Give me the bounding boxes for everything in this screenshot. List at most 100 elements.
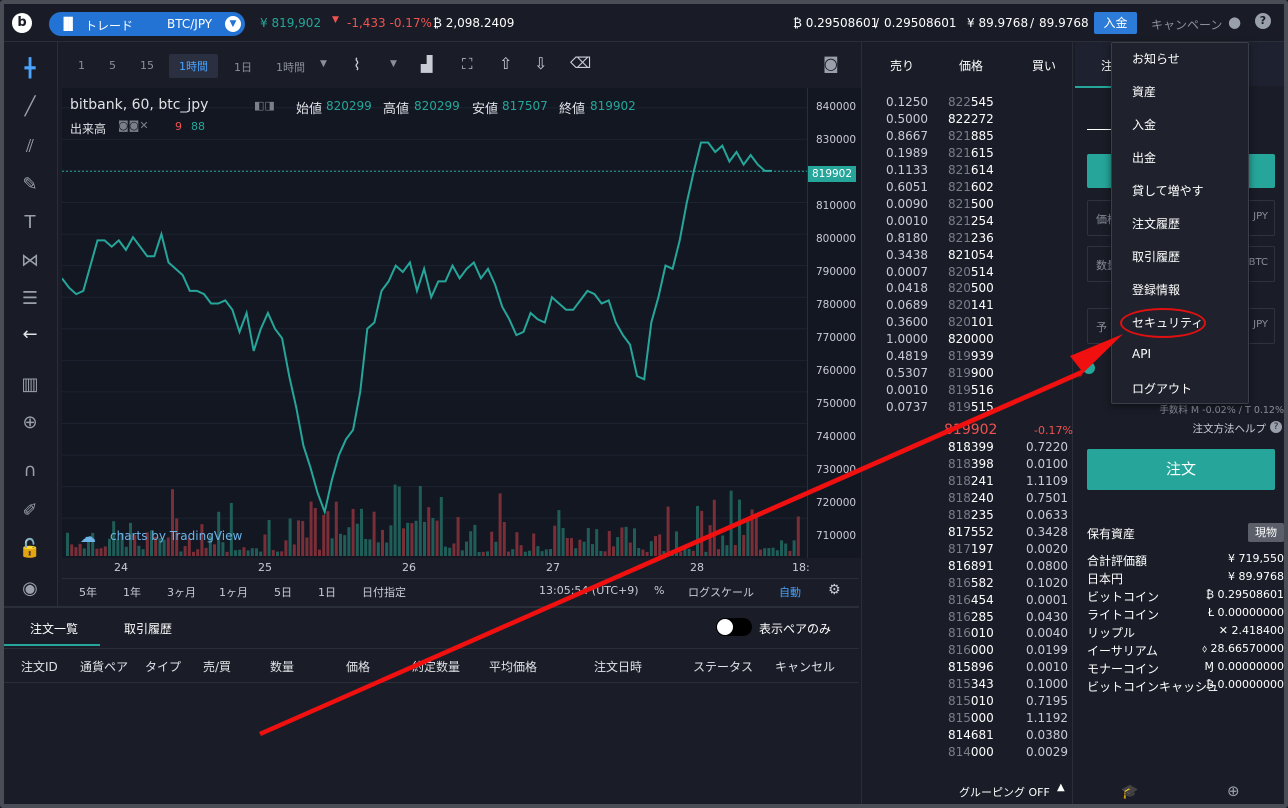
bid-row[interactable]: 815343 0.1000 xyxy=(862,677,1072,694)
order-help-link[interactable]: 注文方法ヘルプ xyxy=(1192,423,1267,435)
unlock-icon[interactable]: 🔓 xyxy=(18,538,42,559)
pattern-icon[interactable]: ⋈ xyxy=(21,250,39,271)
bid-row[interactable]: 818399 0.7220 xyxy=(862,440,1072,457)
eraser-icon[interactable]: ⌫ xyxy=(570,54,592,72)
bid-row[interactable]: 816000 0.0199 xyxy=(862,643,1072,660)
interval-1d[interactable]: 1日 xyxy=(234,61,252,74)
grouping-toggle[interactable]: グルーピング OFF xyxy=(959,786,1050,799)
ask-row[interactable]: 0.8667 821885 xyxy=(862,129,1072,146)
back-arrow-icon[interactable]: ← xyxy=(22,324,38,345)
menu-item[interactable]: 登録情報 xyxy=(1132,283,1181,297)
range-1d[interactable]: 1日 xyxy=(318,586,336,599)
menu-item[interactable]: 取引履歴 xyxy=(1132,250,1181,264)
help-icon[interactable]: ? xyxy=(1270,421,1282,433)
ask-row[interactable]: 0.6051 821602 xyxy=(862,180,1072,197)
ask-row[interactable]: 0.5000 822272 xyxy=(862,112,1072,129)
indicators-icon[interactable]: ▟ xyxy=(421,55,433,73)
menu-item[interactable]: 入金 xyxy=(1132,118,1157,132)
ask-row[interactable]: 0.0737 819515 xyxy=(862,400,1072,417)
bid-row[interactable]: 814000 0.0029 xyxy=(862,745,1072,762)
chart-settings-icon[interactable]: ◧◨ xyxy=(254,99,275,112)
menu-item[interactable]: 資産 xyxy=(1132,85,1157,99)
ask-row[interactable]: 0.1250 822545 xyxy=(862,95,1072,112)
interval-1h[interactable]: 1時間 xyxy=(169,54,218,78)
bid-row[interactable]: 818235 0.0633 xyxy=(862,508,1072,525)
interval-1m[interactable]: 1 xyxy=(78,59,85,72)
interval-15m[interactable]: 15 xyxy=(140,59,154,72)
ask-row[interactable]: 0.0010 819516 xyxy=(862,383,1072,400)
trend-line-icon[interactable]: ╱ xyxy=(24,96,36,117)
ask-row[interactable]: 0.4819 819939 xyxy=(862,349,1072,366)
range-5d[interactable]: 5日 xyxy=(274,586,292,599)
range-3m[interactable]: 3ヶ月 xyxy=(167,586,196,599)
tradingview-watermark[interactable]: charts by TradingView xyxy=(110,529,243,543)
fib-icon[interactable]: ☰ xyxy=(21,288,39,309)
bid-row[interactable]: 816285 0.0430 xyxy=(862,610,1072,627)
ask-row[interactable]: 0.5307 819900 xyxy=(862,366,1072,383)
order-submit-button[interactable]: 注文 xyxy=(1087,449,1275,490)
ask-row[interactable]: 0.0007 820514 xyxy=(862,265,1072,282)
gear-icon[interactable]: ⚙ xyxy=(828,582,841,598)
bid-row[interactable]: 817197 0.0020 xyxy=(862,542,1072,559)
menu-item[interactable]: 出金 xyxy=(1132,151,1157,165)
menu-item[interactable]: API xyxy=(1132,347,1151,361)
visibility-icon[interactable]: ◉ xyxy=(22,578,38,599)
tab-order[interactable]: 注 xyxy=(1101,59,1114,73)
measure-icon[interactable]: ▥ xyxy=(21,374,39,395)
pitchfork-icon[interactable]: ⫽ xyxy=(25,136,35,157)
ask-row[interactable]: 0.8180 821236 xyxy=(862,231,1072,248)
date-range-picker[interactable]: 日付指定 xyxy=(362,586,406,599)
download-icon[interactable]: ⇩ xyxy=(534,54,548,73)
ask-row[interactable]: 0.0010 821254 xyxy=(862,214,1072,231)
ask-row[interactable]: 0.0418 820500 xyxy=(862,281,1072,298)
menu-item[interactable]: ログアウト xyxy=(1132,382,1193,396)
bid-row[interactable]: 815896 0.0010 xyxy=(862,660,1072,677)
lock-drawing-icon[interactable]: ✐ xyxy=(22,500,38,521)
magnet-icon[interactable]: ∩ xyxy=(23,460,37,481)
menu-item[interactable]: お知らせ xyxy=(1132,52,1180,66)
camera-icon[interactable]: ◙ xyxy=(823,54,839,73)
ask-row[interactable]: 1.0000 820000 xyxy=(862,332,1072,349)
chevron-up-icon[interactable]: ▲ xyxy=(1057,782,1065,793)
chevron-down-icon[interactable]: ▼ xyxy=(320,59,327,69)
ask-row[interactable]: 0.1989 821615 xyxy=(862,146,1072,163)
slider-handle[interactable] xyxy=(1083,362,1095,374)
range-1y[interactable]: 1年 xyxy=(123,586,141,599)
price-chart[interactable]: bitbank, 60, btc_jpy ◧◨ 始値 820299 高値 820… xyxy=(61,88,807,558)
spot-badge[interactable]: 現物 xyxy=(1248,523,1284,542)
graduation-cap-icon[interactable]: 🎓 xyxy=(1121,784,1139,800)
bid-row[interactable]: 815010 0.7195 xyxy=(862,694,1072,711)
crosshair-icon[interactable]: ╋ xyxy=(24,58,36,79)
bitbank-logo[interactable]: b xyxy=(12,13,32,33)
auto-scale-toggle[interactable]: 自動 xyxy=(779,586,801,599)
ask-row[interactable]: 0.3438 821054 xyxy=(862,248,1072,265)
deposit-button[interactable]: 入金 xyxy=(1094,12,1137,34)
range-1m[interactable]: 1ヶ月 xyxy=(219,586,248,599)
line-chart-icon[interactable]: ⌇ xyxy=(353,55,361,74)
help-icon[interactable]: ? xyxy=(1255,13,1271,29)
tab-open-orders[interactable]: 注文一覧 xyxy=(30,622,79,636)
bid-row[interactable]: 815000 1.1192 xyxy=(862,711,1072,728)
interval-dropdown[interactable]: 1時間 xyxy=(276,61,305,74)
text-icon[interactable]: T xyxy=(24,212,36,233)
zoom-in-icon[interactable]: ⊕ xyxy=(22,412,38,433)
price-axis[interactable]: 8400008300008200008100008000007900007800… xyxy=(807,88,861,558)
pair-selector[interactable]: ▐▌ トレード BTC/JPY ▼ xyxy=(49,12,245,36)
bid-row[interactable]: 814681 0.0380 xyxy=(862,728,1072,745)
bid-row[interactable]: 818241 1.1109 xyxy=(862,474,1072,491)
chevron-down-icon[interactable]: ▼ xyxy=(390,59,397,69)
ask-row[interactable]: 0.3600 820101 xyxy=(862,315,1072,332)
bid-row[interactable]: 817552 0.3428 xyxy=(862,525,1072,542)
bid-row[interactable]: 816010 0.0040 xyxy=(862,626,1072,643)
globe-icon[interactable]: ⊕ xyxy=(1227,782,1240,800)
ask-row[interactable]: 0.1133 821614 xyxy=(862,163,1072,180)
brush-icon[interactable]: ✎ xyxy=(22,174,38,195)
log-scale-toggle[interactable]: ログスケール xyxy=(688,586,754,599)
menu-item[interactable]: 注文履歴 xyxy=(1132,217,1181,231)
bid-row[interactable]: 816454 0.0001 xyxy=(862,593,1072,610)
bid-row[interactable]: 818240 0.7501 xyxy=(862,491,1072,508)
user-icon[interactable]: ● xyxy=(1228,13,1242,31)
campaign-link[interactable]: キャンペーン xyxy=(1151,18,1223,32)
tab-trade-history[interactable]: 取引履歴 xyxy=(124,622,173,636)
interval-5m[interactable]: 5 xyxy=(109,59,116,72)
